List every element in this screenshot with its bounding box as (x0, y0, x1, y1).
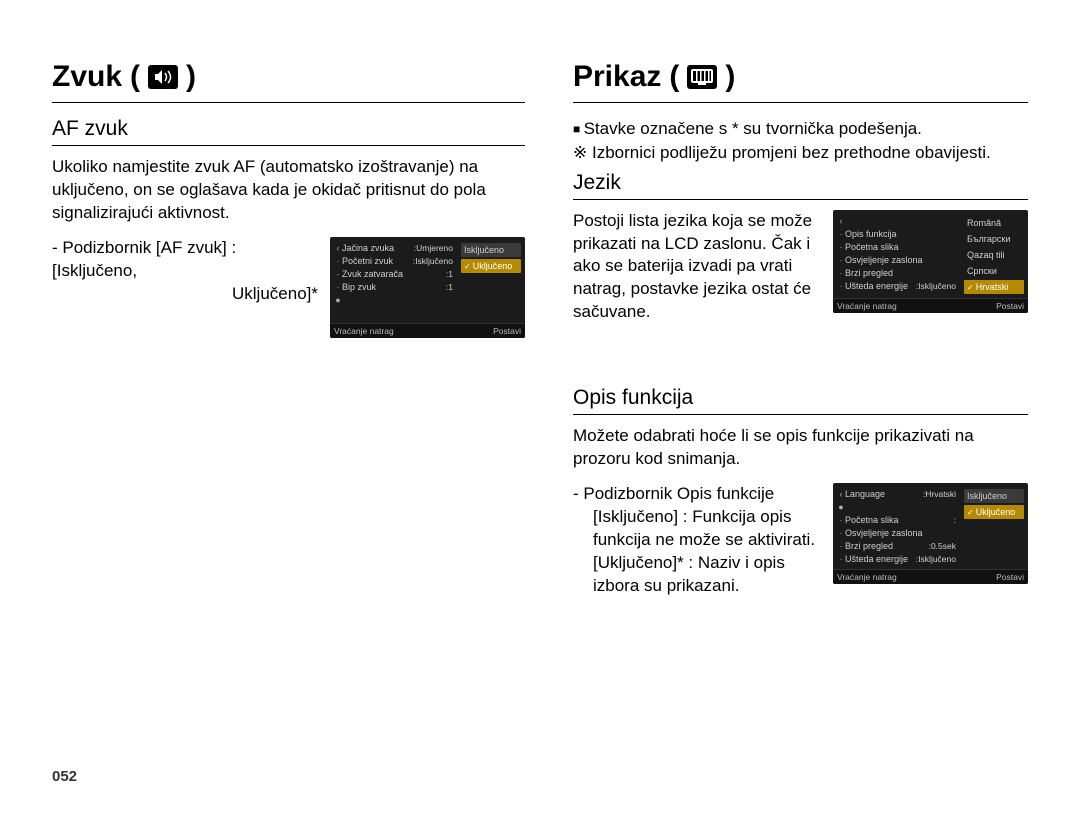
opis-row: - Podizbornik Opis funkcije [Isključeno]… (573, 483, 1028, 598)
lcd-option: Isključeno (964, 489, 1024, 503)
jezik-lcd-panel: ‹ ·Opis funkcija ·Početna slika ·Osvjeljenj… (833, 210, 1028, 313)
lcd-footer: Vraćanje natragPostavi (330, 323, 525, 338)
lcd-menu-row: ·Brzi pregled (837, 268, 962, 278)
display-icon (687, 65, 717, 89)
lcd-option: Български (964, 232, 1024, 246)
lcd-menu-row: ·Ušteda energije:Isključeno (837, 281, 962, 291)
zvuk-title-paren: ( (130, 60, 140, 94)
prikaz-title-text: Prikaz (573, 60, 661, 94)
af-zvuk-heading: AF zvuk (52, 117, 525, 141)
lcd-footer: Vraćanje natragPostavi (833, 298, 1028, 313)
lcd-footer: Vraćanje natragPostavi (833, 569, 1028, 584)
jezik-rule (573, 199, 1028, 200)
prikaz-title: Prikaz ( ) (573, 60, 1028, 94)
lcd-menu-row: ·Zvuk zatvarača:1 (334, 269, 459, 279)
lcd-menu-row: ‹Language:Hrvatski (837, 489, 962, 499)
jezik-paragraph: Postoji lista jezika koja se može prikaz… (573, 210, 817, 325)
notes: Stavke označene s * su tvornička podešen… (573, 117, 1028, 165)
lcd-menu-row: ·Ušteda energije:Isključeno (837, 554, 962, 564)
lcd-menu-row: ‹ (837, 216, 962, 226)
right-column: Prikaz ( ) Stavke označene s * su tvorni… (573, 60, 1028, 598)
lcd-menu-row: ·Osvjeljenje zaslona (837, 255, 962, 265)
lcd-option: Isključeno (461, 243, 521, 257)
opis-sub-l1: - Podizbornik Opis funkcije (573, 483, 817, 506)
lcd-menu-row: ·Početna slika (837, 242, 962, 252)
opis-sub-l2: [Isključeno] : Funkcija opis funkcija ne… (573, 506, 817, 552)
opis-rule (573, 414, 1028, 415)
af-lcd-panel: ‹Jačina zvuka:Umjereno ·Početni zvuk:Iskl… (330, 237, 525, 338)
lcd-menu-row: ·Opis funkcija (837, 229, 962, 239)
opis-sub-l3: [Uključeno]* : Naziv i opis izbora su pr… (573, 552, 817, 598)
lcd-menu-row: ● (334, 295, 459, 305)
note-1: Stavke označene s * su tvornička podešen… (573, 117, 1028, 141)
jezik-row: Postoji lista jezika koja se može prikaz… (573, 210, 1028, 337)
lcd-option: Српски (964, 264, 1024, 278)
prikaz-title-paren2: ) (725, 60, 735, 94)
opis-lcd-panel: ‹Language:Hrvatski ● ·Početna slika: ·Osvje… (833, 483, 1028, 584)
af-zvuk-submenu-row: - Podizbornik [AF zvuk] : [Isključeno, U… (52, 237, 525, 338)
lcd-menu-row: ‹Jačina zvuka:Umjereno (334, 243, 459, 253)
af-submenu-line1: - Podizbornik [AF zvuk] : [Isključeno, (52, 237, 318, 283)
left-column: Zvuk ( ) AF zvuk Ukoliko namjestite zvuk… (52, 60, 525, 598)
zvuk-title: Zvuk ( ) (52, 60, 525, 94)
page-number: 052 (52, 768, 77, 785)
prikaz-title-paren: ( (669, 60, 679, 94)
zvuk-title-text: Zvuk (52, 60, 122, 94)
lcd-menu-row: ·Početna slika: (837, 515, 962, 525)
sound-icon (148, 65, 178, 89)
lcd-option: Uključeno (461, 259, 521, 273)
opis-heading: Opis funkcija (573, 386, 1028, 410)
af-zvuk-paragraph: Ukoliko namjestite zvuk AF (automatsko i… (52, 156, 525, 225)
jezik-heading: Jezik (573, 171, 1028, 195)
af-submenu-line2: Uključeno]* (52, 283, 318, 306)
lcd-menu-row: ·Početni zvuk:Isključeno (334, 256, 459, 266)
lcd-menu-row: ·Osvjeljenje zaslona (837, 528, 962, 538)
opis-l2-key: [Isključeno] : (593, 507, 688, 526)
opis-paragraph: Možete odabrati hoće li se opis funkcije… (573, 425, 1028, 471)
zvuk-title-paren2: ) (186, 60, 196, 94)
note-2: Izbornici podliježu promjeni bez prethod… (573, 141, 1028, 165)
lcd-menu-row: ·Bip zvuk:1 (334, 282, 459, 292)
title-rule (52, 102, 525, 103)
lcd-menu-row: ● (837, 502, 962, 512)
lcd-option: Hrvatski (964, 280, 1024, 294)
lcd-option: Română (964, 216, 1024, 230)
lcd-option: Uključeno (964, 505, 1024, 519)
lcd-option: Qazaq tili (964, 248, 1024, 262)
prikaz-rule (573, 102, 1028, 103)
opis-l3-key: [Uključeno]* : (593, 553, 693, 572)
af-zvuk-rule (52, 145, 525, 146)
lcd-menu-row: ·Brzi pregled:0.5sek (837, 541, 962, 551)
